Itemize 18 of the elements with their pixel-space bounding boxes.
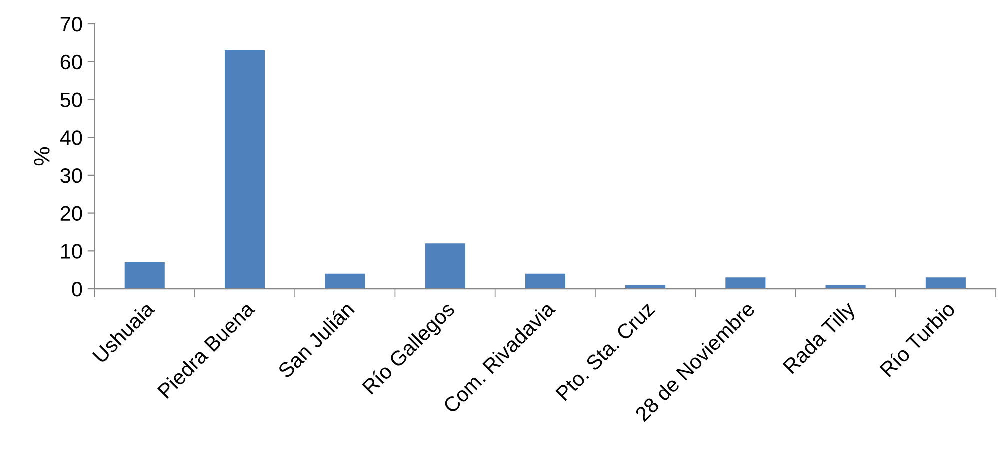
bar xyxy=(425,244,466,290)
y-tick-label: 50 xyxy=(60,92,82,108)
bar xyxy=(726,278,766,290)
bar xyxy=(626,285,666,290)
y-tick-label: 20 xyxy=(60,206,82,222)
bar xyxy=(926,278,966,290)
bar xyxy=(826,285,866,290)
bar xyxy=(325,274,366,290)
y-tick-label: 60 xyxy=(60,54,82,70)
bar xyxy=(224,50,266,290)
bar xyxy=(525,274,566,290)
y-tick-label: 70 xyxy=(60,17,82,32)
y-tick-label: 30 xyxy=(60,168,82,184)
y-tick-label: 10 xyxy=(61,244,82,259)
y-axis-title: % xyxy=(34,147,50,166)
y-tick-label: 40 xyxy=(60,130,82,146)
bar xyxy=(124,262,165,290)
y-tick-label: 0 xyxy=(72,282,82,297)
